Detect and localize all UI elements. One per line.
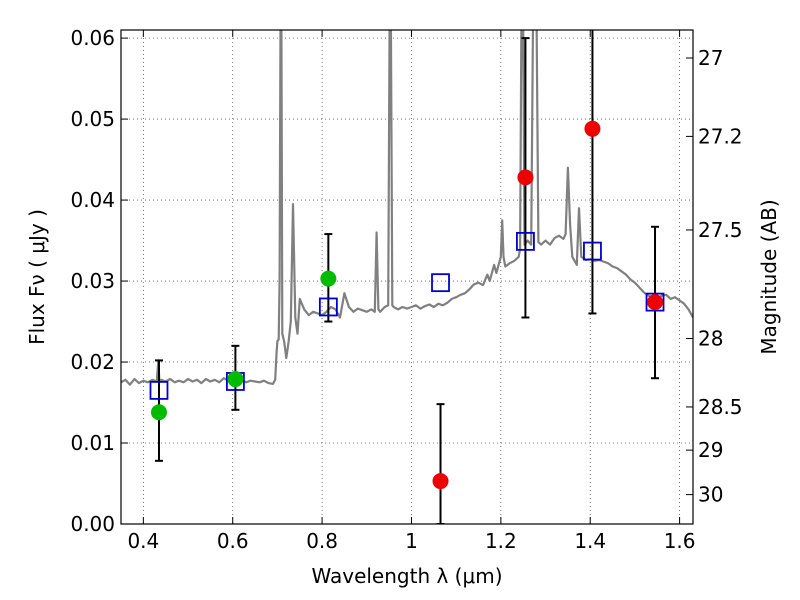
low-significance-point — [517, 169, 534, 186]
mag-tick-label: 27 — [698, 46, 723, 70]
magnitude-axis-ticks: 27 27.2 27.5 28 28.5 29 30 — [686, 46, 743, 507]
y2-axis-label: Magnitude (AB) — [757, 199, 781, 354]
y-axis-ticks: 0.00 0.01 0.02 0.03 0.04 0.05 0.06 — [70, 26, 128, 536]
model-photometry-box — [645, 292, 665, 312]
x-tick-label: 1.2 — [485, 529, 517, 553]
y-tick-label: 0.00 — [70, 512, 115, 536]
mag-tick-label: 28 — [698, 326, 723, 350]
observed-points-layer — [150, 120, 664, 490]
detection-point — [320, 270, 337, 287]
y-tick-label: 0.04 — [70, 188, 115, 212]
plot-frame — [120, 29, 694, 525]
plot-area — [121, 30, 693, 524]
low-significance-point — [432, 473, 449, 490]
low-significance-point — [584, 120, 601, 137]
mag-tick-label: 28.5 — [698, 395, 743, 419]
x-tick-label: 0.6 — [217, 529, 249, 553]
x-tick-label: 1 — [405, 529, 418, 553]
detection-point — [150, 404, 167, 421]
y-tick-label: 0.03 — [70, 269, 115, 293]
detection-point — [227, 371, 244, 388]
spectrum-layer — [121, 30, 693, 386]
model-photometry-box — [149, 380, 169, 400]
x-axis-label: Wavelength λ (μm) — [311, 564, 502, 588]
y-tick-label: 0.01 — [70, 431, 115, 455]
x-tick-label: 1.4 — [574, 529, 606, 553]
model-photometry-layer — [149, 231, 665, 400]
mag-tick-label: 27.2 — [698, 124, 743, 148]
mag-tick-label: 27.5 — [698, 218, 743, 242]
grid-lines — [121, 30, 693, 525]
y-tick-label: 0.06 — [70, 26, 115, 50]
model-photometry-box — [431, 273, 450, 293]
y-axis-label: Flux Fν ( μJy ) — [25, 209, 49, 345]
model-photometry-box — [516, 231, 535, 251]
spectrum-line — [121, 30, 693, 386]
low-significance-point — [647, 294, 664, 311]
x-tick-label: 0.4 — [127, 529, 159, 553]
errorbar-layer — [154, 30, 660, 524]
x-axis-ticks: 0.4 0.6 0.8 1 1.2 1.4 1.6 — [127, 30, 696, 553]
mag-tick-label: 29 — [698, 438, 723, 462]
y-tick-label: 0.02 — [70, 350, 115, 374]
y-tick-label: 0.05 — [70, 107, 115, 131]
mag-tick-label: 30 — [698, 483, 723, 507]
model-photometry-box — [318, 297, 338, 317]
x-tick-label: 0.8 — [306, 529, 338, 553]
x-tick-label: 1.6 — [664, 529, 696, 553]
model-photometry-box — [583, 241, 602, 261]
